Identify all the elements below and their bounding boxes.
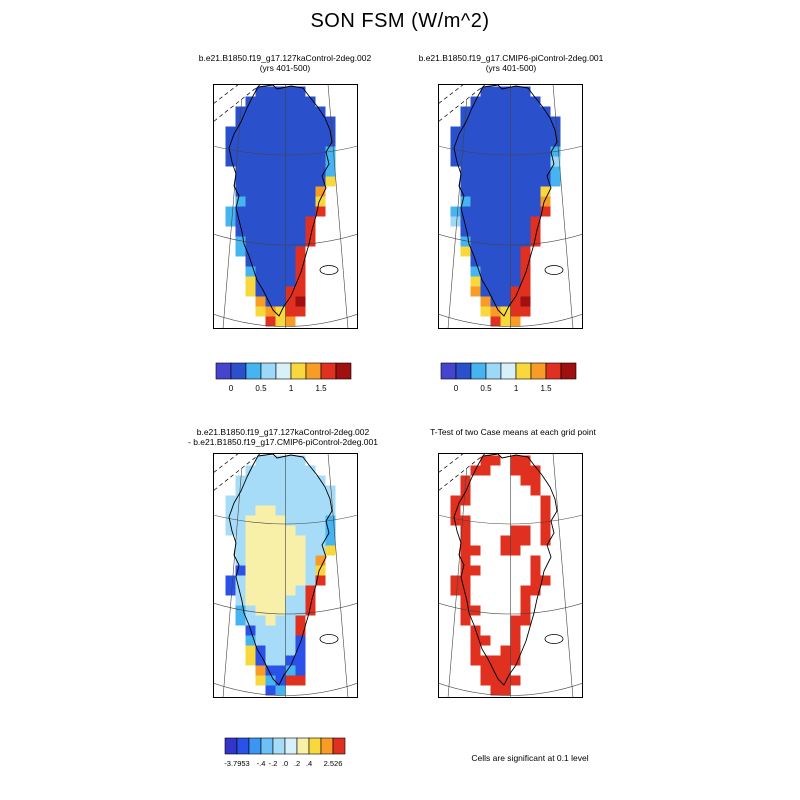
figure-title: SON FSM (W/m^2) bbox=[310, 10, 490, 32]
svg-text:.4: .4 bbox=[306, 759, 312, 768]
map-top-left-127ka-control bbox=[212, 83, 359, 330]
map-bottom-left-difference bbox=[212, 452, 359, 699]
colorbar-top-left: 0 0.5 1 1.5 bbox=[214, 362, 353, 401]
svg-text:1: 1 bbox=[514, 384, 519, 393]
panel-title-top-left-line1: b.e21.B1850.f19_g17.127kaControl-2deg.00… bbox=[198, 53, 372, 63]
significance-note: Cells are significant at 0.1 level bbox=[471, 753, 589, 763]
panel-title-top-right-line2: (yrs 401-500) bbox=[485, 63, 537, 73]
svg-text:-.2: -.2 bbox=[269, 759, 278, 768]
colorbar-top-right: 0 0.5 1 1.5 bbox=[439, 362, 578, 401]
svg-text:-.4: -.4 bbox=[257, 759, 266, 768]
svg-text:1: 1 bbox=[289, 384, 294, 393]
panel-title-top-left-line2: (yrs 401-500) bbox=[259, 63, 311, 73]
panel-title-bottom-left-line1: b.e21.B1850.f19_g17.127kaControl-2deg.00… bbox=[196, 427, 370, 437]
panel-title-bottom-left-line2: - b.e21.B1850.f19_g17.CMIP6-piControl-2d… bbox=[188, 437, 378, 447]
colorbar-bottom-left: -3.7953 -.4 -.2 .0 .2 .4 2.526 bbox=[223, 737, 347, 776]
svg-text:1.5: 1.5 bbox=[540, 384, 552, 393]
svg-text:.2: .2 bbox=[294, 759, 300, 768]
panel-title-top-right-line1: b.e21.B1850.f19_g17.CMIP6-piControl-2deg… bbox=[418, 53, 604, 63]
svg-text:0: 0 bbox=[454, 384, 459, 393]
svg-text:-3.7953: -3.7953 bbox=[224, 759, 249, 768]
svg-text:.0: .0 bbox=[282, 759, 288, 768]
map-top-right-picontrol bbox=[437, 83, 584, 330]
map-bottom-right-ttest bbox=[437, 452, 584, 699]
svg-text:0.5: 0.5 bbox=[255, 384, 267, 393]
panel-title-bottom-right: T-Test of two Case means at each grid po… bbox=[430, 427, 596, 437]
svg-text:0.5: 0.5 bbox=[480, 384, 492, 393]
svg-text:1.5: 1.5 bbox=[315, 384, 327, 393]
svg-text:0: 0 bbox=[229, 384, 234, 393]
svg-text:2.526: 2.526 bbox=[324, 759, 343, 768]
